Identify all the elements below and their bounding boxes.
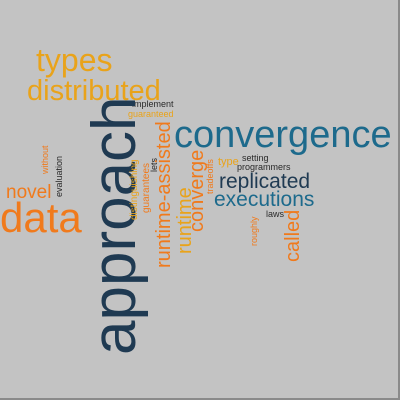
word-type: type bbox=[218, 156, 239, 168]
word-runtime-assisted: runtime-assisted bbox=[153, 121, 175, 268]
word-approach: approach bbox=[80, 96, 149, 355]
word-tradeoffs: tradeoffs bbox=[205, 159, 215, 194]
word-laws: laws bbox=[266, 209, 285, 219]
word-roughly: roughly bbox=[249, 216, 259, 246]
word-types: types bbox=[36, 42, 113, 78]
word-setting: setting bbox=[242, 153, 269, 163]
word-distinguishing: distinguishing bbox=[129, 159, 140, 220]
word-guaranteed: guaranteed bbox=[128, 109, 174, 119]
word-without: without bbox=[40, 145, 50, 174]
word-replicated: replicated bbox=[219, 170, 311, 193]
word-evaluation: evaluation bbox=[54, 155, 64, 197]
word-programmers: programmers bbox=[237, 162, 291, 172]
word-distributed: distributed bbox=[27, 75, 161, 107]
word-executions: executions bbox=[214, 188, 315, 211]
word-converge: converge bbox=[186, 149, 208, 232]
word-data: data bbox=[0, 194, 82, 241]
word-called: called bbox=[282, 209, 304, 262]
word-convergence: convergence bbox=[174, 114, 392, 156]
word-novel: novel bbox=[6, 182, 52, 203]
word-implement: implement bbox=[132, 99, 174, 109]
